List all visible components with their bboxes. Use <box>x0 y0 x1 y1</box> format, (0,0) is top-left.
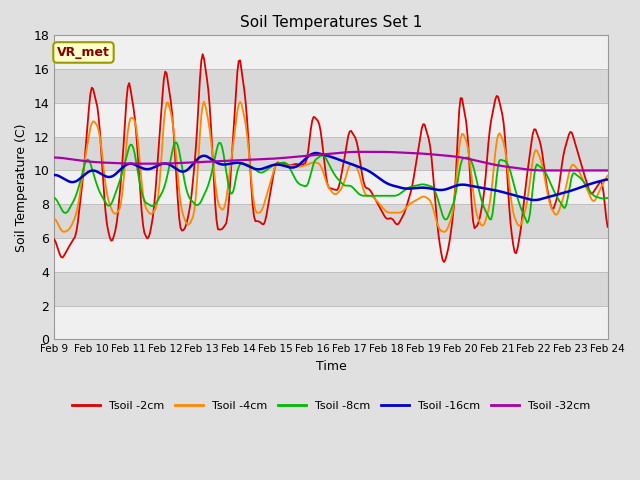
Bar <box>54 204 607 238</box>
Y-axis label: Soil Temperature (C): Soil Temperature (C) <box>15 123 28 252</box>
Bar <box>54 306 607 339</box>
Bar <box>54 238 607 272</box>
Bar <box>54 170 607 204</box>
Title: Soil Temperatures Set 1: Soil Temperatures Set 1 <box>240 15 422 30</box>
Bar <box>54 103 607 137</box>
Bar <box>54 69 607 103</box>
Text: VR_met: VR_met <box>57 46 110 59</box>
Legend: Tsoil -2cm, Tsoil -4cm, Tsoil -8cm, Tsoil -16cm, Tsoil -32cm: Tsoil -2cm, Tsoil -4cm, Tsoil -8cm, Tsoi… <box>68 396 595 416</box>
X-axis label: Time: Time <box>316 360 346 373</box>
Bar <box>54 137 607 170</box>
Bar <box>54 272 607 306</box>
Bar <box>54 36 607 69</box>
